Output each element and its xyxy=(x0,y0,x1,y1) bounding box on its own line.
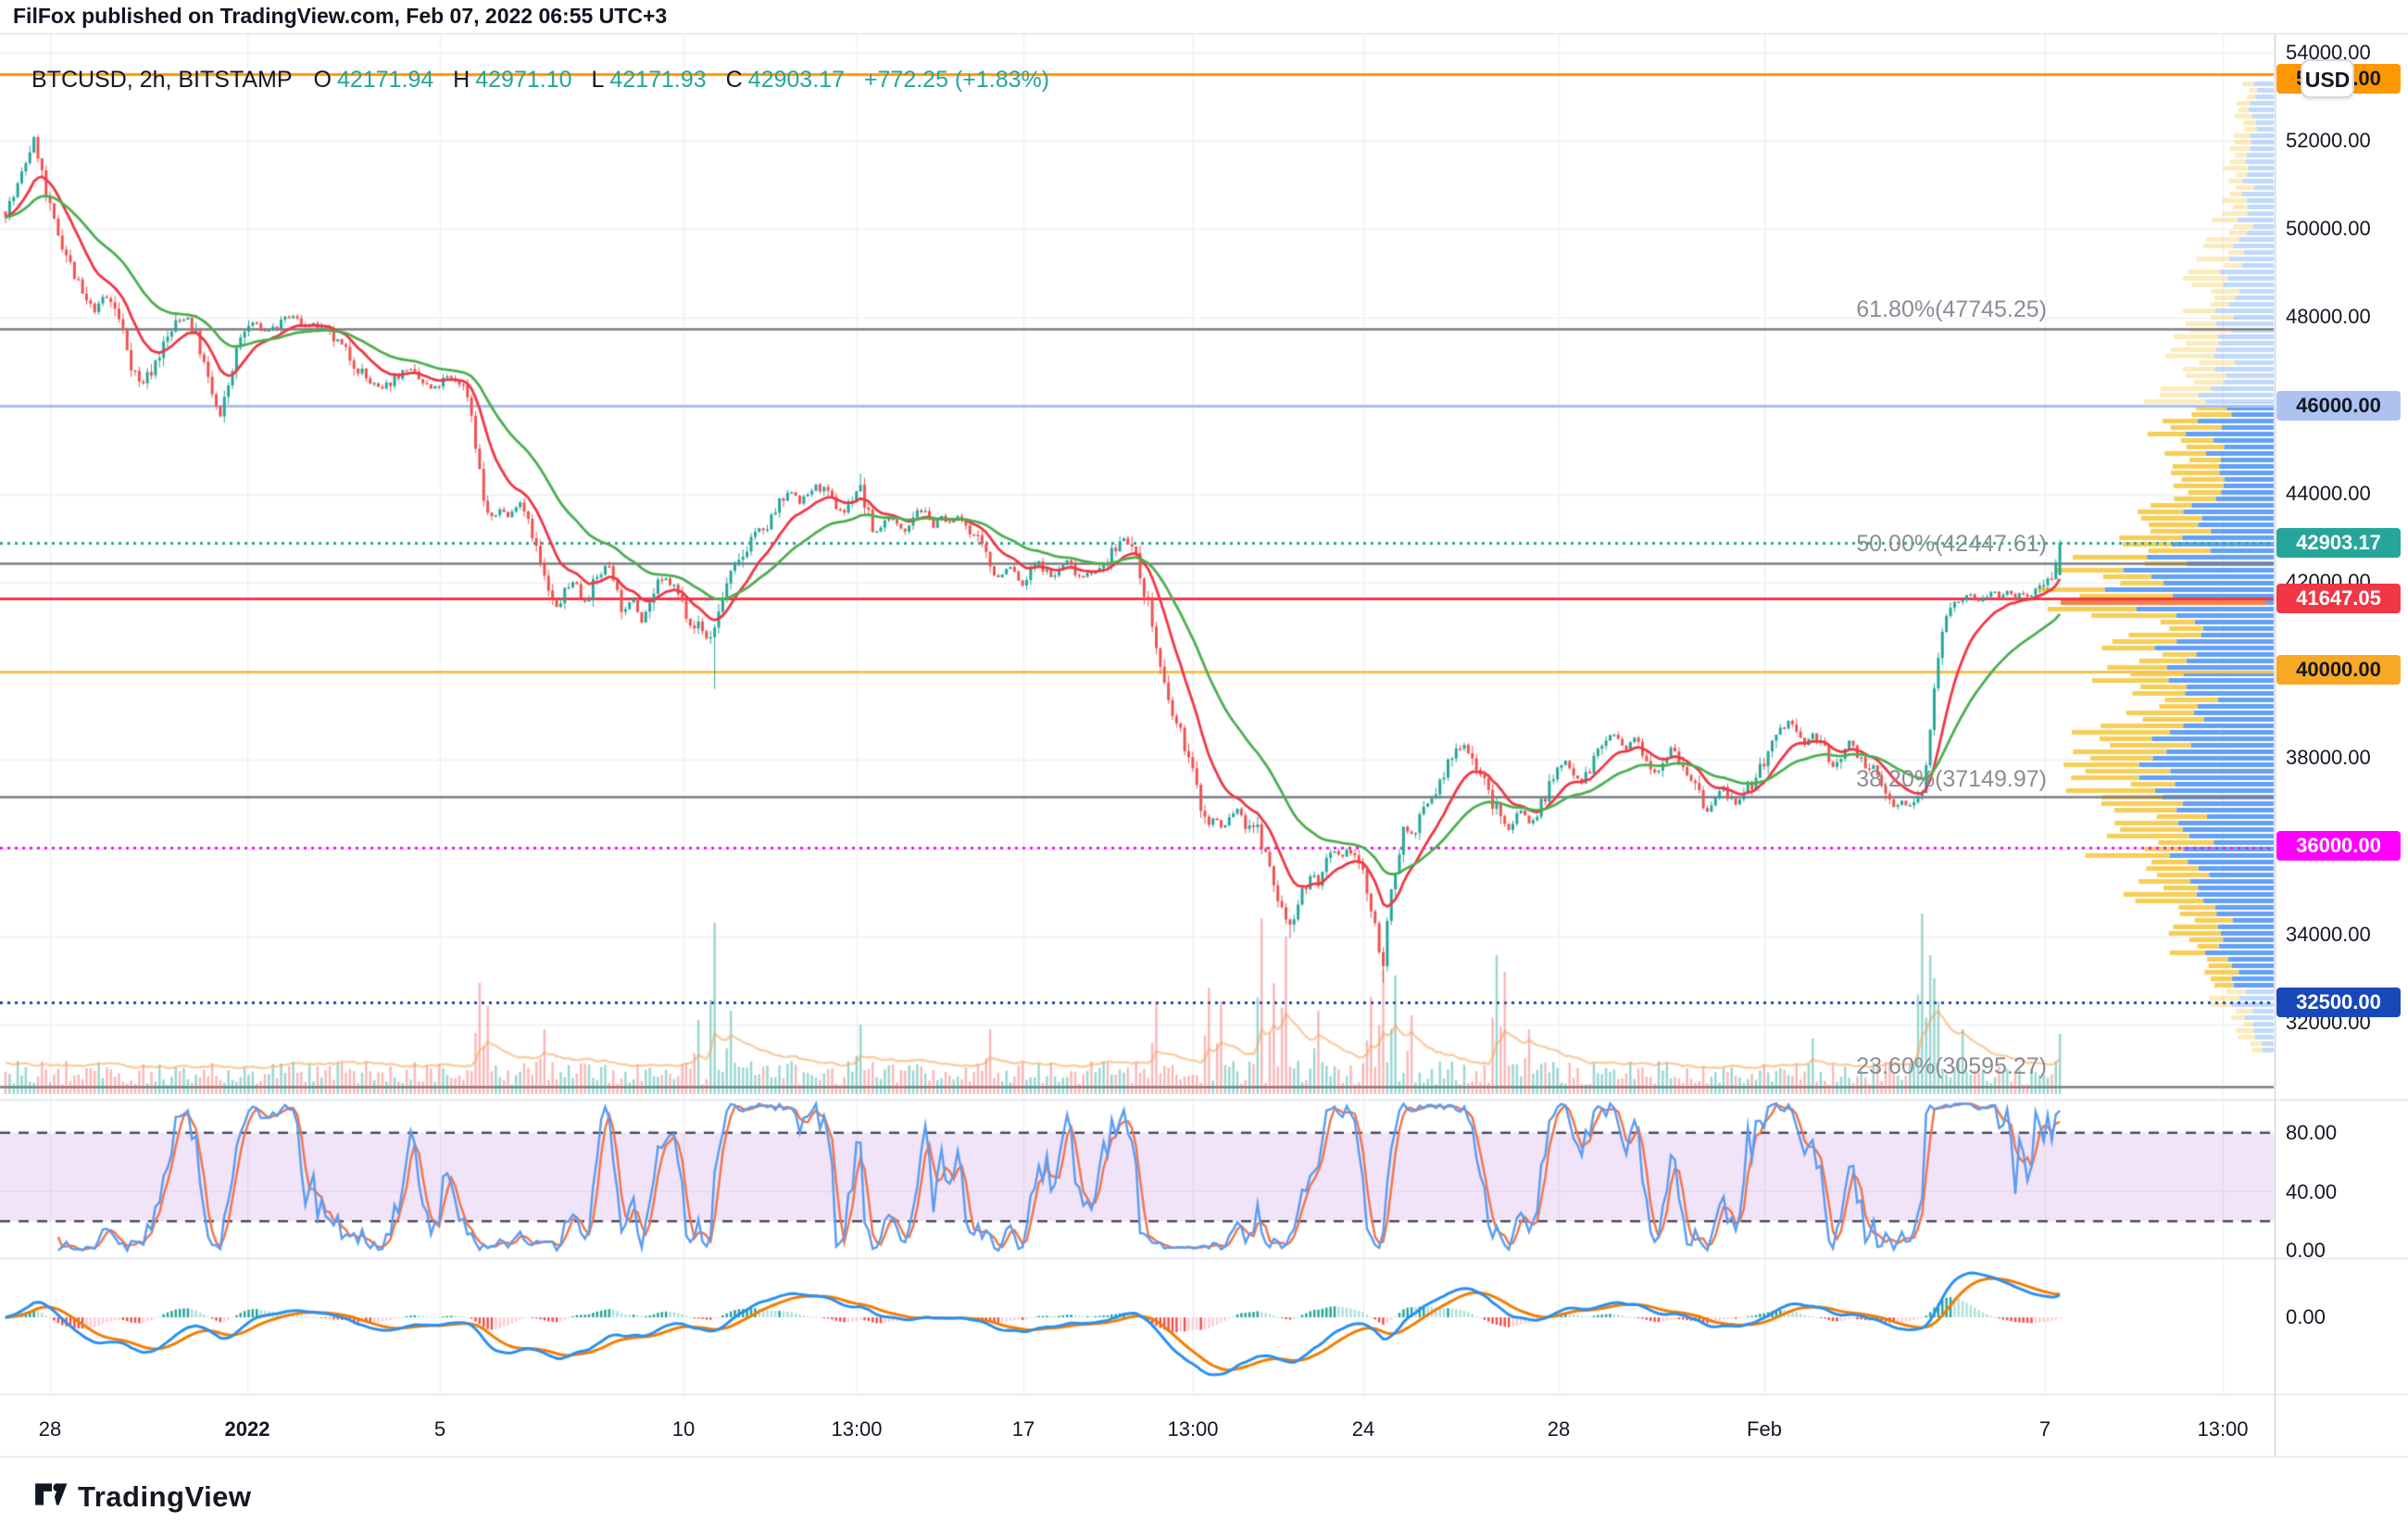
time-tick-label: 13:00 xyxy=(1167,1417,1219,1441)
high-value: 42971.10 xyxy=(475,67,572,93)
symbol-title[interactable]: BTCUSD, 2h, BITSTAMP xyxy=(31,67,293,93)
close-value: 42903.17 xyxy=(747,67,845,93)
high-label: H xyxy=(453,67,470,93)
change-value: +772.25 (+1.83%) xyxy=(863,67,1050,93)
open-label: O xyxy=(313,67,332,93)
time-tick-label: 24 xyxy=(1351,1417,1375,1441)
close-label: C xyxy=(725,67,743,93)
currency-toggle-button[interactable]: USD xyxy=(2301,59,2354,98)
time-tick-label: 5 xyxy=(433,1417,446,1441)
fib-level-label: 38.20%(37149.97) xyxy=(1856,766,2047,792)
price-level-chip: 32500.00 xyxy=(2276,988,2401,1017)
indicator-scale-label: 0.00 xyxy=(2286,1239,2326,1262)
price-tick-label: 50000.00 xyxy=(2286,217,2371,240)
tradingview-logo[interactable]: TradingView xyxy=(33,1477,252,1517)
time-tick-label: 28 xyxy=(1547,1417,1571,1441)
time-tick-label: 17 xyxy=(1011,1417,1035,1441)
indicator-scale-label: 40.00 xyxy=(2286,1180,2338,1203)
time-tick-label: 13:00 xyxy=(2197,1417,2249,1441)
open-value: 42171.94 xyxy=(336,67,434,93)
price-tick-label: 34000.00 xyxy=(2286,923,2371,946)
price-level-chip: 36000.00 xyxy=(2276,831,2401,861)
time-tick-label: 10 xyxy=(671,1417,696,1441)
symbol-legend: BTCUSD, 2h, BITSTAMP O 42171.94 H 42971.10… xyxy=(31,67,1055,94)
price-tick-label: 44000.00 xyxy=(2286,482,2371,505)
price-tick-label: 48000.00 xyxy=(2286,305,2371,328)
price-level-chip: 40000.00 xyxy=(2276,655,2401,685)
price-level-chip: 46000.00 xyxy=(2276,391,2401,421)
fib-level-label: 50.00%(42447.61) xyxy=(1856,531,2047,557)
tradingview-logo-text: TradingView xyxy=(78,1479,252,1513)
fib-level-label: 61.80%(47745.25) xyxy=(1856,296,2047,322)
tradingview-logo-icon xyxy=(33,1477,69,1517)
price-tick-label: 38000.00 xyxy=(2286,746,2371,769)
price-tick-label: 52000.00 xyxy=(2286,129,2371,152)
time-tick-label: 2022 xyxy=(224,1417,270,1441)
fib-level-label: 23.60%(30595.27) xyxy=(1856,1053,2047,1079)
low-value: 42171.93 xyxy=(609,67,707,93)
time-tick-label: Feb xyxy=(1747,1417,1782,1441)
publish-header: FilFox published on TradingView.com, Feb… xyxy=(13,4,668,28)
time-tick-label: 28 xyxy=(38,1417,62,1441)
low-label: L xyxy=(591,67,605,93)
indicator-scale-label: 80.00 xyxy=(2286,1121,2338,1144)
price-level-chip: 42903.17 xyxy=(2276,528,2401,558)
indicator-scale-label: 0.00 xyxy=(2286,1305,2326,1328)
time-tick-label: 7 xyxy=(2038,1417,2051,1441)
time-tick-label: 13:00 xyxy=(831,1417,883,1441)
price-level-chip: 41647.05 xyxy=(2276,584,2401,613)
